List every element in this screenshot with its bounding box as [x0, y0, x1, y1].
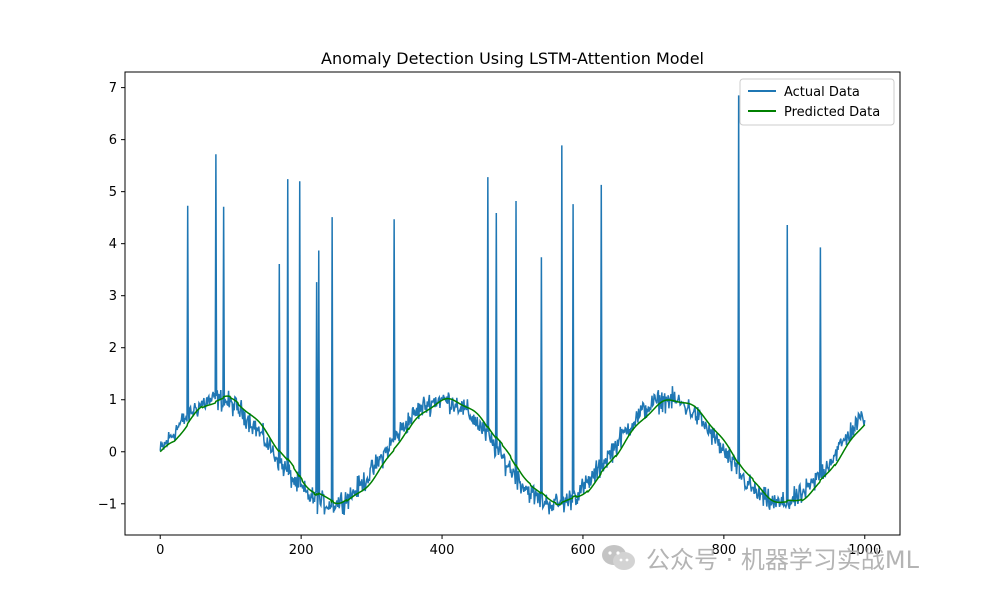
y-tick-label: 5	[109, 185, 117, 200]
y-tick-label: 6	[109, 133, 117, 148]
watermark: 公众号 · 机器学习实战ML	[600, 540, 919, 575]
series-line-predicted	[159, 395, 866, 506]
x-tick-label: 1000	[848, 543, 881, 558]
x-tick-label: 800	[711, 543, 736, 558]
chart-title: Anomaly Detection Using LSTM-Attention M…	[321, 49, 704, 68]
x-tick-label: 0	[156, 543, 164, 558]
y-tick-label: 0	[109, 445, 117, 460]
x-tick-label: 600	[571, 543, 596, 558]
legend: Actual Data Predicted Data	[739, 78, 895, 126]
x-tick-label: 400	[430, 543, 455, 558]
y-tick-label: −1	[98, 497, 117, 512]
series-line-actual	[159, 95, 866, 516]
y-axis: −1 0 1 2 3 4 5 6 7	[98, 81, 125, 512]
y-tick-label: 3	[109, 289, 117, 304]
legend-label-actual: Actual Data	[784, 85, 860, 100]
x-tick-label: 200	[289, 543, 314, 558]
plot-area	[124, 71, 901, 536]
y-tick-label: 7	[109, 81, 117, 96]
y-tick-label: 2	[109, 341, 117, 356]
legend-box	[739, 78, 895, 126]
watermark-text: 公众号 · 机器学习实战ML	[646, 546, 919, 574]
legend-label-predicted: Predicted Data	[784, 105, 880, 120]
predicted-series-group	[159, 395, 866, 506]
y-tick-label: 4	[109, 237, 117, 252]
wechat-icon	[602, 544, 635, 570]
plot-frame	[124, 71, 901, 536]
y-tick-label: 1	[109, 393, 117, 408]
actual-series-group	[159, 95, 866, 516]
x-axis: 0 200 400 600 800 1000	[156, 535, 881, 558]
